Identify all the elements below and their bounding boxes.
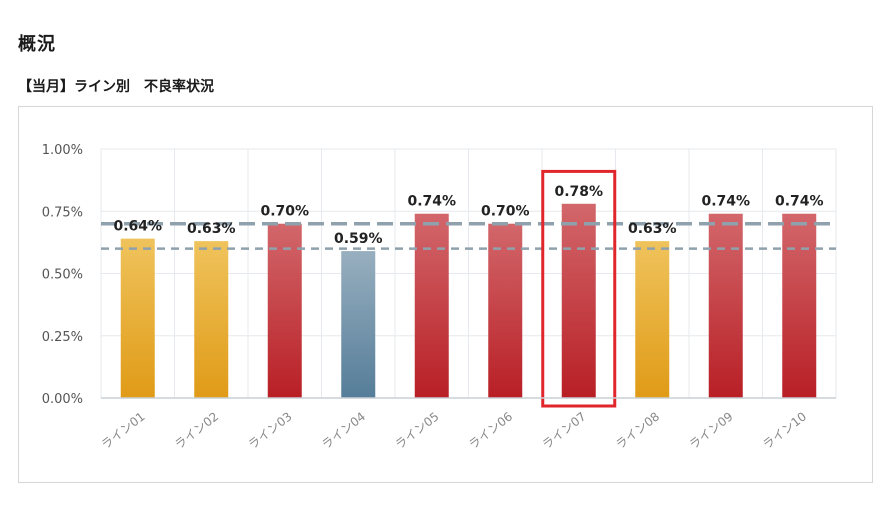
bar-ライン10 xyxy=(782,213,817,398)
x-tick-label: ライン09 xyxy=(687,409,736,452)
bar-ライン03 xyxy=(267,223,302,398)
x-tick-label: ライン02 xyxy=(172,409,221,452)
data-label: 0.59% xyxy=(334,231,383,247)
x-tick-label: ライン04 xyxy=(319,409,368,452)
x-tick-label: ライン07 xyxy=(540,409,589,452)
data-label: 0.74% xyxy=(775,194,824,210)
data-label: 0.63% xyxy=(187,221,236,237)
x-tick-label: ライン10 xyxy=(760,409,809,452)
bar-ライン08 xyxy=(635,241,670,398)
data-label: 0.74% xyxy=(407,194,456,210)
data-label: 0.74% xyxy=(701,194,750,210)
y-tick-label: 0.00% xyxy=(42,392,83,407)
bar-ライン05 xyxy=(414,213,449,398)
bar-ライン02 xyxy=(194,241,229,398)
y-tick-label: 0.25% xyxy=(42,330,83,345)
bar-ライン06 xyxy=(488,223,523,398)
bar-ライン09 xyxy=(708,213,743,398)
data-label: 0.64% xyxy=(113,219,162,235)
data-label: 0.63% xyxy=(628,221,677,237)
x-tick-label: ライン03 xyxy=(246,409,295,452)
defect-rate-bar-chart: 0.64% 0.63% 0.70% 0.59% 0.74% 0.70% 0.78% 0.63%… xyxy=(42,143,837,452)
data-label: 0.70% xyxy=(260,204,309,220)
y-tick-label: 0.50% xyxy=(42,268,83,283)
chart-frame: 0.64% 0.63% 0.70% 0.59% 0.74% 0.70% 0.78% 0.63%… xyxy=(18,106,873,483)
data-label: 0.78% xyxy=(554,184,603,200)
x-tick-label: ライン01 xyxy=(99,409,148,452)
section-title: 【当月】ライン別 不良率状況 xyxy=(18,79,214,95)
data-label: 0.70% xyxy=(481,204,530,220)
x-tick-label: ライン08 xyxy=(613,409,662,452)
page-title: 概況 xyxy=(18,34,56,55)
x-tick-label: ライン05 xyxy=(393,409,442,452)
y-tick-label: 0.75% xyxy=(42,205,83,220)
bar-ライン07 xyxy=(561,203,596,398)
y-tick-label: 1.00% xyxy=(42,143,83,158)
highlight-box xyxy=(541,169,617,408)
bar-ライン04 xyxy=(341,251,376,398)
x-tick-label: ライン06 xyxy=(466,409,515,452)
bar-ライン01 xyxy=(120,238,155,398)
